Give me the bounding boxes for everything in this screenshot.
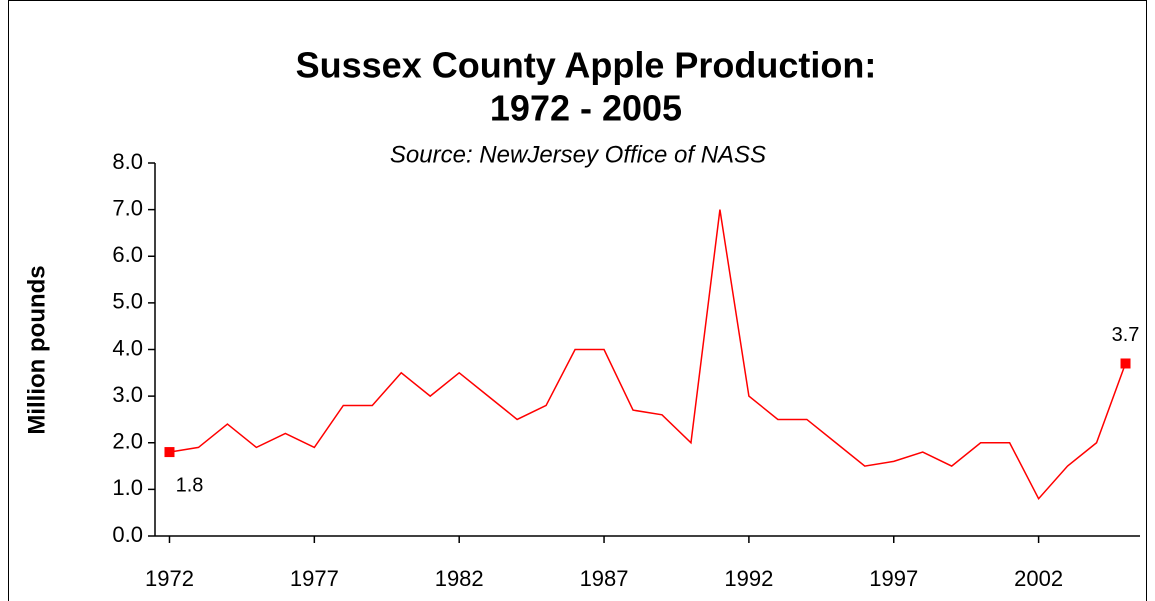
data-label: 1.8 [176, 474, 204, 496]
data-point [164, 447, 175, 458]
y-tick-label: 1.0 [112, 475, 143, 500]
x-tick-label: 1977 [290, 566, 339, 591]
chart-title: Sussex County Apple Production: [296, 45, 877, 86]
chart-frame [8, 0, 1147, 601]
chart-title: 1972 - 2005 [490, 88, 682, 129]
y-tick-label: 6.0 [112, 242, 143, 267]
y-axis-label: Million pounds [23, 265, 50, 434]
x-tick-label: 1982 [435, 566, 484, 591]
x-tick-label: 1972 [145, 566, 194, 591]
y-tick-label: 0.0 [112, 522, 143, 547]
y-tick-label: 5.0 [112, 289, 143, 314]
data-line [169, 209, 1127, 501]
chart-subtitle: Source: NewJersey Office of NASS [390, 141, 766, 168]
y-tick-label: 2.0 [112, 429, 143, 454]
y-tick-label: 8.0 [112, 149, 143, 174]
data-label: 3.7 [1112, 324, 1140, 346]
x-tick-label: 2002 [1014, 566, 1063, 591]
x-tick-label: 1997 [869, 566, 918, 591]
y-tick-label: 7.0 [112, 195, 143, 220]
x-tick-label: 1992 [724, 566, 773, 591]
y-tick-label: 4.0 [112, 335, 143, 360]
y-tick-label: 3.0 [112, 382, 143, 407]
x-tick-label: 1987 [580, 566, 629, 591]
data-point [1120, 358, 1131, 369]
